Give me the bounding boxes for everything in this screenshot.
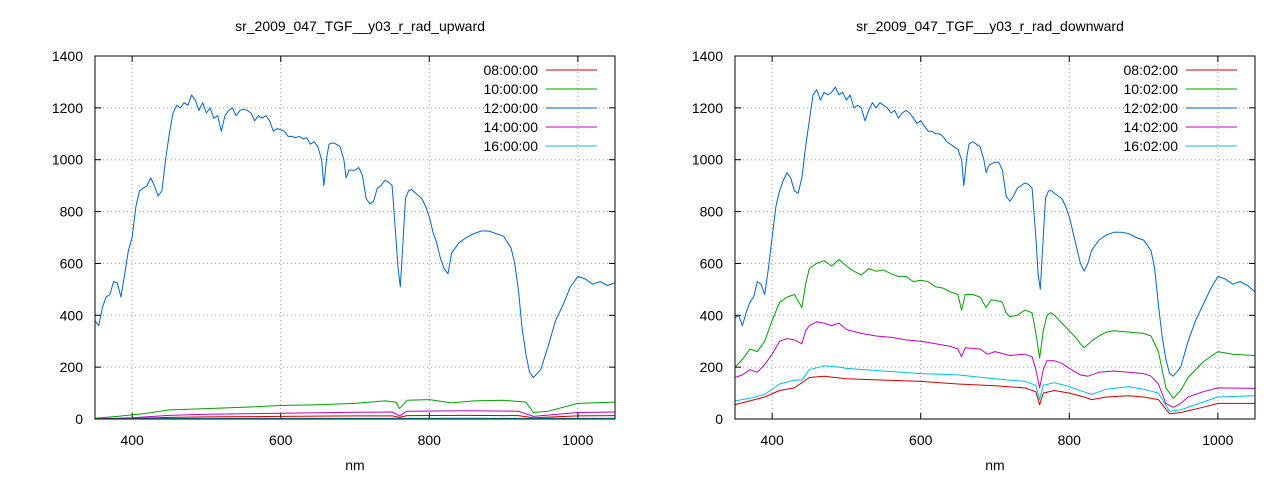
x-tick-label: 1000 [1202, 432, 1233, 448]
x-axis-label: nm [985, 457, 1004, 473]
y-tick-label: 1000 [52, 152, 83, 168]
legend-label: 14:02:00 [1124, 119, 1179, 135]
plot-frame [94, 55, 616, 420]
series-line-08-02-00 [735, 375, 1255, 415]
x-tick-label: 800 [1058, 432, 1082, 448]
chart-title: sr_2009_047_TGF__y03_r_rad_downward [856, 18, 1124, 34]
series-line-10-02-00 [735, 259, 1255, 399]
legend-label: 08:00:00 [484, 62, 539, 78]
y-tick-label: 1400 [52, 48, 83, 64]
y-tick-label: 800 [60, 204, 84, 220]
series-line-16-02-00 [735, 365, 1255, 412]
y-tick-label: 1400 [692, 48, 723, 64]
x-tick-label: 600 [269, 432, 293, 448]
legend-label: 12:02:00 [1124, 100, 1179, 116]
y-tick-label: 600 [700, 255, 724, 271]
legend-label: 14:00:00 [484, 119, 539, 135]
series-line-14-00-00 [95, 410, 615, 419]
series-line-14-02-00 [735, 321, 1255, 408]
y-tick-label: 1200 [52, 100, 83, 116]
legend-label: 12:00:00 [484, 100, 539, 116]
x-tick-label: 800 [418, 432, 442, 448]
legend-label: 10:02:00 [1124, 81, 1179, 97]
y-tick-label: 0 [75, 411, 83, 427]
y-tick-label: 0 [715, 411, 723, 427]
plot-frame [734, 55, 1256, 420]
series-line-12-00-00 [95, 94, 615, 378]
series-line-10-00-00 [95, 399, 615, 419]
y-tick-label: 400 [700, 307, 724, 323]
y-tick-label: 200 [700, 359, 724, 375]
legend-label: 08:02:00 [1124, 62, 1179, 78]
x-tick-label: 400 [120, 432, 144, 448]
chart-title: sr_2009_047_TGF__y03_r_rad_upward [235, 18, 485, 34]
series-line-12-02-00 [735, 86, 1255, 377]
legend-label: 16:00:00 [484, 138, 539, 154]
x-tick-label: 400 [760, 432, 784, 448]
series-line-08-00-00 [95, 414, 615, 419]
y-tick-label: 1000 [692, 152, 723, 168]
y-tick-label: 400 [60, 307, 84, 323]
chart-panel-1: sr_2009_047_TGF__y03_r_rad_upward 0 200 400… [52, 18, 616, 473]
y-tick-label: 600 [60, 255, 84, 271]
x-tick-label: 1000 [562, 432, 593, 448]
x-tick-label: 600 [909, 432, 933, 448]
chart-panel-2: sr_2009_047_TGF__y03_r_rad_downward 0 200 4… [692, 18, 1256, 473]
legend-label: 10:00:00 [484, 81, 539, 97]
y-tick-label: 1200 [692, 100, 723, 116]
legend-label: 16:02:00 [1124, 138, 1179, 154]
x-axis-label: nm [345, 457, 364, 473]
y-tick-label: 200 [60, 359, 84, 375]
y-tick-label: 800 [700, 204, 724, 220]
